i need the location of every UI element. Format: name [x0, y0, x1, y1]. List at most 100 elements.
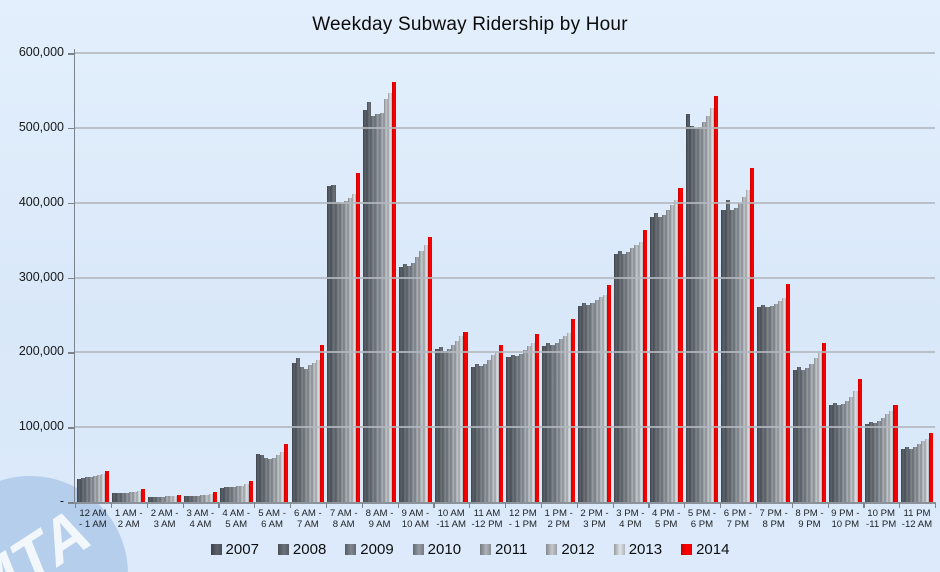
- legend-swatch-icon: [546, 544, 558, 555]
- x-tick-mark: [612, 503, 614, 508]
- bar-2012: [347, 198, 352, 502]
- bar-2007: [398, 267, 404, 502]
- x-tick-mark: [110, 503, 113, 508]
- x-tick-label: 11 AM -12 PM: [471, 508, 503, 530]
- bar-group: [577, 53, 613, 502]
- x-tick-mark: [433, 503, 435, 508]
- x-tick-label: 10 PM -11 PM: [866, 508, 897, 530]
- x-tick-mark: [469, 503, 471, 508]
- x-tick-mark: [397, 503, 399, 508]
- legend-label: 2009: [360, 541, 394, 558]
- bar-2007: [76, 478, 81, 502]
- bar-2008: [295, 358, 300, 502]
- bar-2009: [192, 496, 197, 502]
- bar-2013: [602, 294, 607, 502]
- x-tick-mark: [684, 503, 686, 508]
- bar-2009: [657, 216, 663, 502]
- x-tick-label: 7 AM -8 AM: [329, 508, 358, 530]
- x-tick-label: 5 PM -6 PM: [687, 508, 717, 530]
- y-axis-labels: - 100,000 200,000 300,000 400,000 500,000 600,…: [0, 45, 64, 508]
- legend-item-2007: 2007: [210, 541, 259, 558]
- bar-2008: [618, 250, 623, 502]
- bar-2010: [697, 127, 702, 502]
- bar-2011: [200, 495, 205, 502]
- bar-2014: [212, 492, 217, 502]
- bar-2014: [642, 230, 647, 502]
- x-tick-mark: [75, 503, 77, 508]
- bar-2013: [387, 92, 392, 502]
- x-tick-label: 12 AM - 1 AM: [79, 508, 107, 530]
- bar-2009: [729, 210, 734, 502]
- bar-2008: [904, 447, 909, 502]
- bar-2010: [232, 487, 237, 502]
- bar-2012: [204, 494, 209, 502]
- x-tick-mark: [935, 503, 937, 508]
- bar-2013: [674, 199, 679, 502]
- bar-2008: [797, 366, 802, 502]
- x-tick-label: 12 PM - 1 PM: [508, 508, 537, 530]
- bar-2012: [670, 204, 675, 502]
- bar-2009: [228, 487, 233, 502]
- x-axis-ticks: [75, 503, 937, 508]
- bar-2010: [196, 495, 201, 502]
- bar-2012: [97, 475, 102, 502]
- bar-2014: [714, 95, 719, 502]
- bar-2011: [522, 350, 527, 502]
- bar-2012: [706, 115, 711, 502]
- bar-2014: [320, 344, 325, 502]
- x-axis-line: [73, 502, 936, 504]
- bar-2008: [868, 421, 873, 502]
- y-tick-mark: [68, 352, 74, 354]
- bar-group: [218, 53, 254, 502]
- bar-2014: [893, 404, 898, 502]
- y-tick-label: 400,000: [18, 194, 64, 209]
- bar-2014: [678, 187, 683, 502]
- bar-2014: [176, 494, 181, 502]
- bar-2009: [908, 448, 913, 502]
- x-tick-label: 1 AM -2 AM: [114, 508, 143, 530]
- gridline: [75, 201, 935, 204]
- legend-swatch-icon: [613, 544, 625, 555]
- bar-2011: [773, 304, 778, 502]
- bar-2013: [853, 391, 858, 502]
- bar-2011: [845, 400, 850, 502]
- bar-2013: [351, 193, 356, 502]
- y-tick-mark: [68, 502, 74, 504]
- bar-2009: [84, 477, 89, 502]
- bar-2008: [116, 492, 121, 502]
- bar-2011: [379, 112, 384, 502]
- bar-group: [899, 53, 935, 502]
- x-tick-mark: [254, 503, 256, 508]
- x-tick-label: 3 PM -4 PM: [616, 508, 645, 530]
- bar-2009: [550, 344, 555, 502]
- x-tick-mark: [505, 503, 507, 508]
- bar-2011: [487, 359, 492, 502]
- bar-group: [397, 53, 433, 502]
- bar-2007: [613, 253, 619, 502]
- x-tick-label: 1 PM -2 PM: [544, 508, 573, 530]
- bar-2012: [777, 300, 782, 502]
- y-tick-mark: [68, 127, 74, 130]
- bar-2007: [291, 362, 296, 502]
- bar-2009: [801, 369, 806, 502]
- bar-2014: [105, 470, 110, 502]
- bar-2008: [367, 101, 372, 502]
- bar-2012: [168, 496, 173, 502]
- bar-2007: [864, 424, 869, 502]
- bar-2010: [877, 421, 882, 502]
- bar-2012: [311, 362, 317, 502]
- legend-swatch-icon: [277, 544, 289, 555]
- bar-2010: [411, 262, 416, 502]
- x-tick-label: 2 PM -3 PM: [580, 508, 609, 530]
- bar-2010: [482, 363, 488, 502]
- bar-2009: [837, 405, 842, 502]
- bar-2010: [267, 459, 273, 502]
- bar-2010: [912, 447, 917, 502]
- bar-2014: [248, 481, 253, 502]
- x-tick-mark: [648, 503, 650, 508]
- x-tick-mark: [361, 503, 363, 508]
- bar-2012: [741, 196, 746, 502]
- bar-2014: [284, 443, 289, 502]
- x-tick-label: 3 AM -4 AM: [186, 508, 215, 530]
- gridline: [75, 426, 935, 429]
